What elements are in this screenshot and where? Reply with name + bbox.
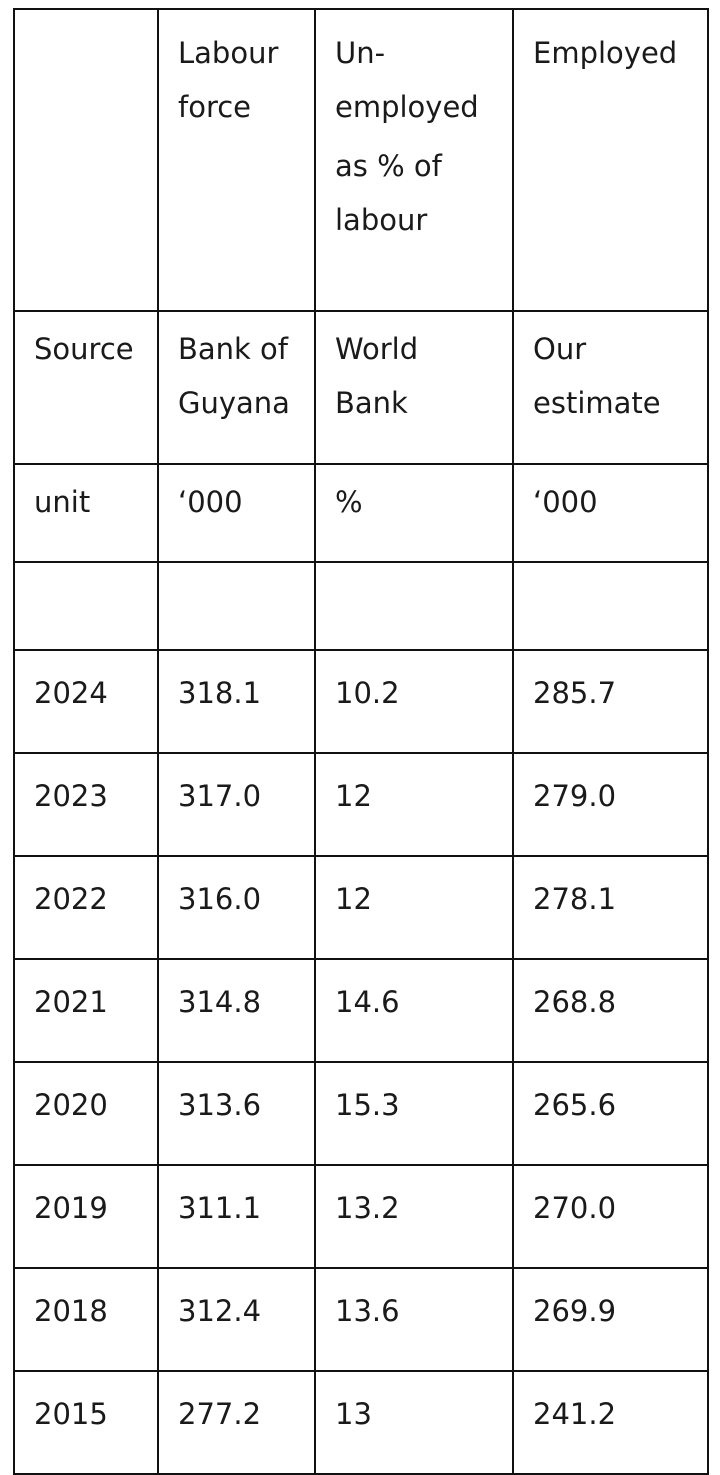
year-cell: 2023 [13,752,159,857]
labour-force-cell: 316.0 [157,855,316,960]
blank-cell [314,561,514,651]
unemployed-cell: 12 [314,752,514,857]
source-cell-unemployed: World Bank [314,310,514,465]
employed-cell: 270.0 [512,1164,709,1269]
labour-force-cell: 277.2 [157,1370,316,1475]
year-cell: 2019 [13,1164,159,1269]
table-row: 2021 314.8 14.6 268.8 [13,958,709,1063]
year-cell: 2018 [13,1267,159,1372]
employed-cell: 265.6 [512,1061,709,1166]
source-label: Source [13,310,159,465]
labour-force-cell: 311.1 [157,1164,316,1269]
labour-force-cell: 317.0 [157,752,316,857]
employed-cell: 279.0 [512,752,709,857]
source-text: estimate [533,386,661,420]
unemployed-cell: 15.3 [314,1061,514,1166]
employed-cell: 268.8 [512,958,709,1063]
employed-cell: 278.1 [512,855,709,960]
source-text: Our [533,332,587,366]
source-cell-labour-force: Bank of Guyana [157,310,316,465]
unit-cell-employed: ‘000 [512,463,709,563]
unemployed-cell: 13.6 [314,1267,514,1372]
table-row: 2015 277.2 13 241.2 [13,1370,709,1475]
table-row: 2022 316.0 12 278.1 [13,855,709,960]
header-text: employed [335,90,479,124]
year-cell: 2015 [13,1370,159,1475]
unemployed-cell: 10.2 [314,649,514,754]
labour-force-cell: 312.4 [157,1267,316,1372]
header-cell-labour-force: Labour force [157,8,316,312]
header-text: labour [335,203,428,237]
source-text: Bank of [178,332,289,366]
year-cell: 2024 [13,649,159,754]
header-text: force [178,90,252,124]
source-row: Source Bank of Guyana World Bank Our est… [13,310,709,465]
blank-cell [13,561,159,651]
labour-force-cell: 314.8 [157,958,316,1063]
unemployed-cell: 13.2 [314,1164,514,1269]
unit-cell-labour-force: ‘000 [157,463,316,563]
unemployed-cell: 14.6 [314,958,514,1063]
table-row: 2020 313.6 15.3 265.6 [13,1061,709,1166]
source-cell-employed: Our estimate [512,310,709,465]
header-cell-unemployed: Un- employed as % of labour [314,8,514,312]
table-row: 2018 312.4 13.6 269.9 [13,1267,709,1372]
table-row: 2023 317.0 12 279.0 [13,752,709,857]
unit-label: unit [13,463,159,563]
labour-force-cell: 313.6 [157,1061,316,1166]
unit-cell-unemployed: % [314,463,514,563]
table-row: 2024 318.1 10.2 285.7 [13,649,709,754]
blank-cell [512,561,709,651]
source-text: Bank [335,386,408,420]
employed-cell: 241.2 [512,1370,709,1475]
employed-cell: 269.9 [512,1267,709,1372]
header-text: as % of [335,149,442,183]
header-text: Employed [533,36,678,70]
year-cell: 2021 [13,958,159,1063]
header-text: Labour [178,36,279,70]
blank-cell [157,561,316,651]
labour-force-cell: 318.1 [157,649,316,754]
unit-row: unit ‘000 % ‘000 [13,463,709,563]
header-cell-employed: Employed [512,8,709,312]
employed-cell: 285.7 [512,649,709,754]
unemployed-cell: 12 [314,855,514,960]
labour-statistics-table: Labour force Un- employed as % of labour… [13,8,709,1475]
year-cell: 2022 [13,855,159,960]
source-text: World [335,332,419,366]
header-text: Un- [335,36,386,70]
year-cell: 2020 [13,1061,159,1166]
source-text: Guyana [178,386,290,420]
blank-row [13,561,709,651]
header-row: Labour force Un- employed as % of labour… [13,8,709,312]
header-cell-empty [13,8,159,312]
table-row: 2019 311.1 13.2 270.0 [13,1164,709,1269]
unemployed-cell: 13 [314,1370,514,1475]
